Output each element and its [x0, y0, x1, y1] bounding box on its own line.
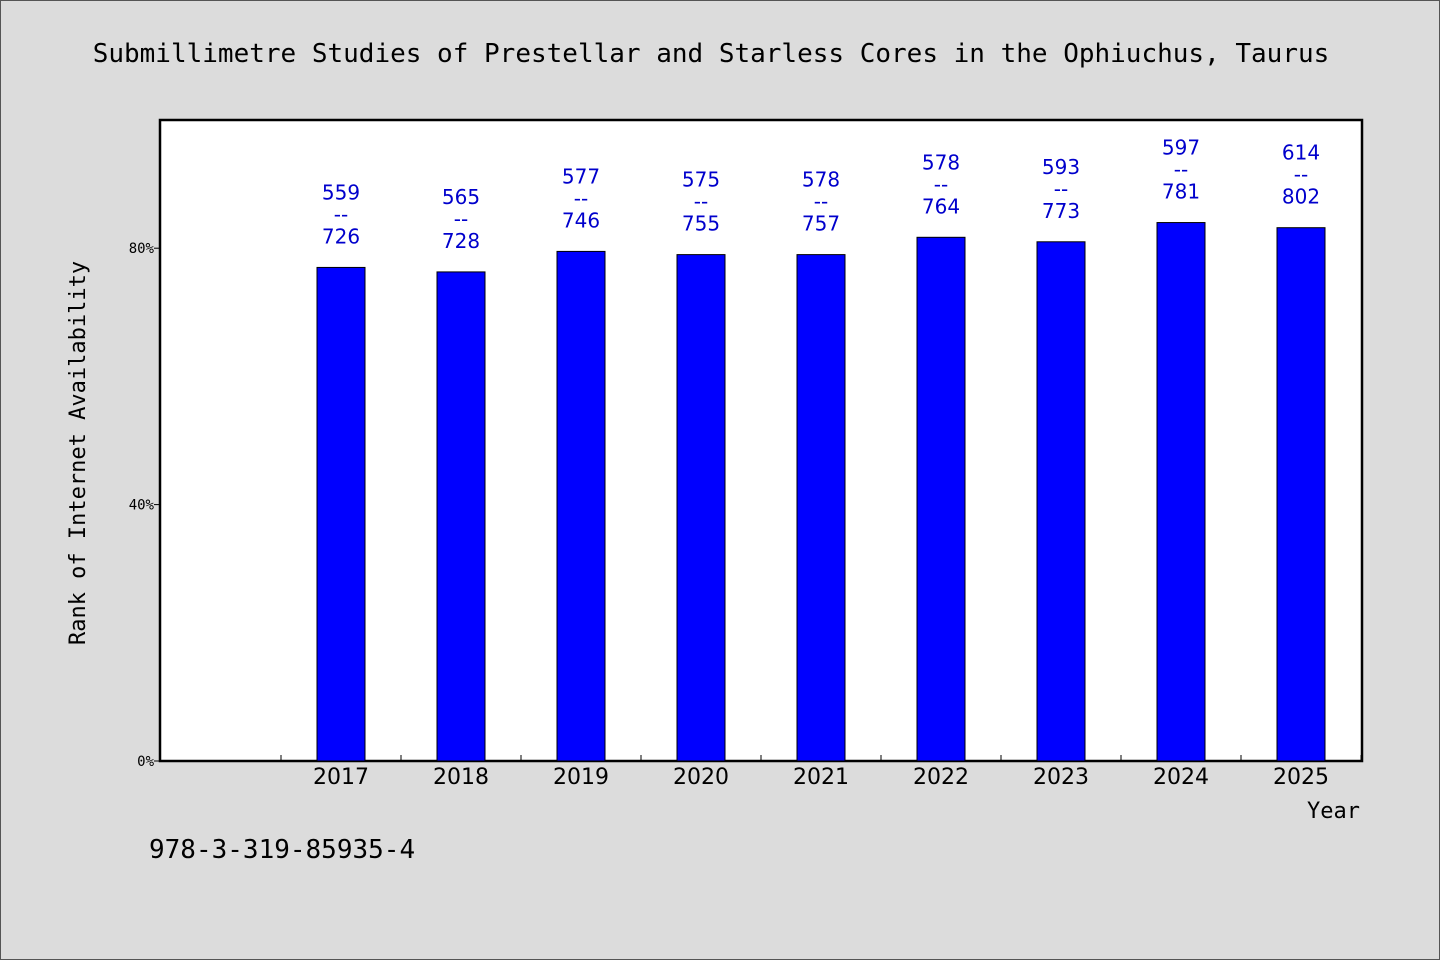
data-label-dash: --: [454, 207, 468, 231]
x-tick-label: 2020: [673, 765, 729, 790]
data-label-top: 614: [1282, 141, 1320, 165]
data-label-bottom: 757: [802, 212, 840, 236]
data-label-bottom: 726: [322, 224, 360, 248]
data-label-bottom: 781: [1162, 180, 1200, 204]
data-label-bottom: 773: [1042, 199, 1080, 223]
data-label-dash: --: [1294, 163, 1308, 187]
x-tick-label: 2017: [313, 765, 369, 790]
y-tick-label: 40%: [129, 498, 155, 514]
data-label-dash: --: [694, 190, 708, 214]
x-tick-label: 2019: [553, 765, 609, 790]
data-label-top: 593: [1042, 155, 1080, 179]
chart-title: Submillimetre Studies of Prestellar and …: [93, 39, 1330, 69]
y-axis-label: Rank of Internet Availability: [66, 261, 91, 645]
y-tick-label: 80%: [129, 241, 155, 257]
data-label-top: 565: [442, 185, 480, 209]
data-label-top: 577: [562, 164, 600, 188]
bar: [796, 254, 846, 762]
data-label-dash: --: [334, 202, 348, 226]
data-label-dash: --: [934, 172, 948, 196]
data-label-top: 575: [682, 168, 720, 192]
data-label-top: 578: [922, 150, 960, 174]
data-label-dash: --: [1174, 158, 1188, 182]
bar: [676, 254, 726, 762]
data-label-dash: --: [574, 186, 588, 210]
bar: [1036, 241, 1086, 762]
x-tick-label: 2022: [913, 765, 969, 790]
x-tick-label: 2023: [1033, 765, 1089, 790]
bar: [556, 250, 606, 762]
data-label-top: 578: [802, 168, 840, 192]
y-tick-label: 0%: [137, 754, 154, 770]
data-label-dash: --: [1054, 177, 1068, 201]
x-axis-label: Year: [1307, 799, 1360, 824]
data-label-bottom: 764: [922, 194, 960, 218]
data-label-top: 597: [1162, 136, 1200, 160]
x-tick-label: 2025: [1273, 765, 1329, 790]
data-label-top: 559: [322, 180, 360, 204]
x-tick-label: 2024: [1153, 765, 1209, 790]
data-label-bottom: 728: [442, 229, 480, 253]
bar: [1156, 222, 1206, 762]
data-label-bottom: 755: [682, 212, 720, 236]
x-tick-label: 2021: [793, 765, 849, 790]
isbn-label: 978-3-319-85935-4: [149, 835, 416, 865]
data-label-bottom: 746: [562, 208, 600, 232]
bar: [916, 236, 966, 762]
data-label-dash: --: [814, 190, 828, 214]
bar: [1276, 227, 1326, 762]
data-label-bottom: 802: [1282, 185, 1320, 209]
x-tick-label: 2018: [433, 765, 489, 790]
bar: [436, 271, 486, 762]
bar: [316, 266, 366, 762]
